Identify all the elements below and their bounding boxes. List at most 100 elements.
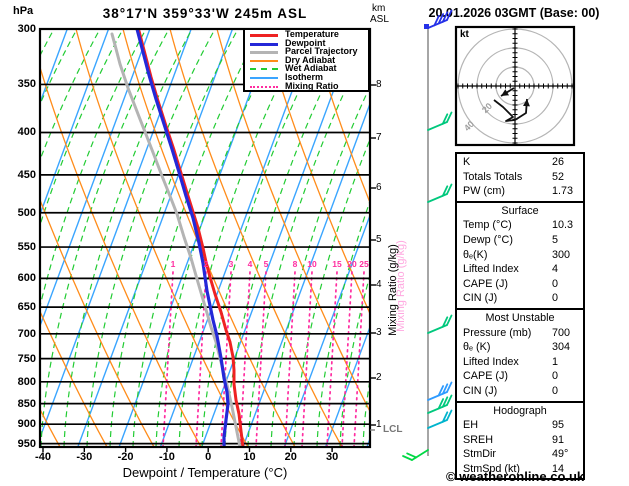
index-value--k-: 304 — [552, 341, 571, 354]
legend: Temperature Dewpoint Parcel Trajectory Dry … — [243, 28, 370, 92]
index-value-stmspd-kt-: 14 — [552, 462, 565, 475]
temp-tick-0: 0 — [205, 451, 212, 463]
index-row-stmdir: StmDir 49° — [457, 447, 583, 462]
index-row-temp-c-: Temp (°C) 10.3 — [457, 218, 583, 233]
index-value-k: 26 — [552, 156, 565, 168]
index-value-pw-cm-: 1.73 — [552, 185, 574, 198]
lcl-marker-label: LCL — [383, 424, 403, 435]
legend-item-dewpoint: Dewpoint — [245, 37, 368, 49]
legend-label-dry-adiabat: Dry Adiabat — [285, 54, 336, 65]
index-label--k-: θₑ (K) — [463, 341, 491, 354]
section-header: Most Unstable — [485, 311, 555, 324]
temp-tick--30: -30 — [76, 451, 93, 463]
mixing-ratio-label-4: 4 — [247, 259, 253, 269]
index-value-stmdir: 49° — [552, 448, 569, 461]
index-value-cin-j-: 0 — [552, 292, 559, 305]
index-value-lifted-index: 1 — [552, 355, 559, 368]
pressure-tick-700: 700 — [17, 327, 36, 340]
index-value-cin-j-: 0 — [552, 384, 559, 397]
km-tick-6: 6 — [376, 182, 382, 193]
index-label-cape-j-: CAPE (J) — [463, 277, 508, 290]
mixing-ratio-label-25: 25 — [359, 259, 369, 269]
km-tick-3: 3 — [376, 327, 382, 338]
pressure-tick-750: 750 — [17, 352, 36, 365]
index-row-pw-cm-: PW (cm) 1.73 — [457, 184, 583, 199]
wind-barb — [427, 381, 453, 401]
km-tick-5: 5 — [376, 234, 382, 245]
pressure-tick-950: 950 — [17, 437, 36, 450]
index-value-eh: 95 — [552, 419, 565, 432]
mixing-ratio-label-1: 1 — [170, 259, 176, 269]
legend-label-parcel-trajectory: Parcel Trajectory — [285, 46, 358, 57]
mixing-ratio-label-15: 15 — [332, 259, 342, 269]
legend-label-wet-adiabat: Wet Adiabat — [285, 63, 337, 74]
wind-barb — [427, 314, 453, 334]
index-label-cape-j-: CAPE (J) — [463, 370, 508, 383]
index-value-sreh: 91 — [552, 433, 565, 446]
index-label-pressure-mb-: Pressure (mb) — [463, 326, 532, 339]
mixing-ratio-label-2: 2 — [203, 259, 209, 269]
index-row-eh: EH 95 — [457, 418, 583, 433]
legend-label-mixing-ratio: Mixing Ratio — [285, 80, 339, 91]
station-title: 38°17'N 359°33'W 245m ASL — [102, 6, 308, 21]
dry-adiabat-line-swatch — [250, 59, 278, 62]
km-tick-2: 2 — [376, 372, 382, 383]
index-value-cape-j-: 0 — [552, 277, 559, 290]
temperature-line-swatch — [250, 34, 278, 37]
index-value-lifted-index: 4 — [552, 263, 559, 276]
temp-tick--20: -20 — [117, 451, 134, 463]
km-tick-7: 7 — [376, 132, 382, 143]
index-label-k: K — [463, 156, 471, 168]
index-row-cin-j-: CIN (J) 0 — [457, 291, 583, 306]
index-row-cin-j-: CIN (J) 0 — [457, 384, 583, 399]
height-axis-unit-km: km — [372, 3, 386, 14]
temperature-axis-title: Dewpoint / Temperature (°C) — [122, 465, 288, 480]
pressure-tick-350: 350 — [17, 78, 36, 91]
indices-section-most-unstable: Most Unstable Pressure (mb) 700 θₑ (K) 304 Li… — [455, 307, 585, 403]
temp-tick--10: -10 — [158, 451, 175, 463]
index-row-pressure-mb-: Pressure (mb) 700 — [457, 326, 583, 341]
indices-table: K 26 Totals Totals 52 PW (cm) 1.73 Surface Temp… — [455, 152, 585, 481]
isotherm-line-swatch — [250, 76, 278, 79]
index-label-dewp-c-: Dewp (°C) — [463, 233, 513, 246]
mixing-ratio-label-10: 10 — [307, 259, 317, 269]
legend-item-temperature: Temperature — [245, 30, 368, 40]
indices-section-surface: Surface Temp (°C) 10.3 Dewp (°C) 5 θₑ(K) 300 Li… — [455, 200, 585, 310]
mixing-ratio-label-5: 5 — [263, 259, 269, 269]
pressure-tick-900: 900 — [17, 418, 36, 431]
index-row--k-: θₑ(K) 300 — [457, 248, 583, 263]
index-label-stmspd-kt-: StmSpd (kt) — [463, 462, 520, 475]
index-label-eh: EH — [463, 419, 478, 432]
wet-adiabat-line-swatch — [250, 68, 278, 71]
parcel-trajectory-line-swatch — [250, 51, 278, 55]
pressure-tick-500: 500 — [17, 206, 36, 219]
legend-item-wet-adiabat: Wet Adiabat — [245, 63, 368, 74]
km-tick-1: 1 — [376, 419, 382, 430]
index-label-pw-cm-: PW (cm) — [463, 185, 505, 198]
wind-barb — [427, 111, 453, 131]
hodograph-unit-label: kt — [460, 29, 469, 40]
index-row-totals-totals: Totals Totals 52 — [457, 170, 583, 185]
section-header: Hodograph — [493, 404, 547, 417]
index-row-stmspd-kt-: StmSpd (kt) 14 — [457, 462, 583, 477]
index-value-cape-j-: 0 — [552, 370, 559, 383]
index-row--k-: θₑ (K) 304 — [457, 340, 583, 355]
index-row-lifted-index: Lifted Index 1 — [457, 355, 583, 370]
temp-tick-10: 10 — [243, 451, 256, 463]
section-header: Surface — [501, 204, 539, 217]
pressure-axis-unit: hPa — [13, 5, 34, 17]
index-row-lifted-index: Lifted Index 4 — [457, 262, 583, 277]
pressure-tick-650: 650 — [17, 301, 36, 314]
pressure-tick-800: 800 — [17, 375, 36, 388]
pressure-tick-400: 400 — [17, 126, 36, 139]
km-tick-8: 8 — [376, 79, 382, 90]
pressure-tick-850: 850 — [17, 397, 36, 410]
legend-label-dewpoint: Dewpoint — [285, 37, 326, 48]
mixing-ratio-axis-label: Mixing Ratio (g/kg) — [387, 244, 399, 336]
wind-barb — [402, 449, 429, 461]
mixing-ratio-label-3: 3 — [228, 259, 234, 269]
index-label--k-: θₑ(K) — [463, 248, 488, 261]
index-label-totals-totals: Totals Totals — [463, 170, 523, 183]
